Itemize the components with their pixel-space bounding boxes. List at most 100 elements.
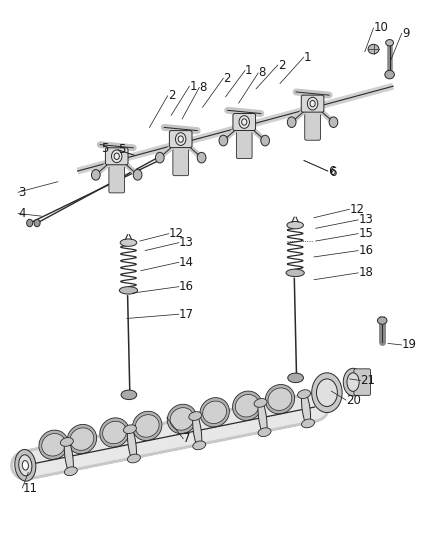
Text: 21: 21	[360, 374, 375, 387]
Ellipse shape	[235, 394, 259, 417]
Ellipse shape	[189, 411, 202, 421]
Ellipse shape	[42, 433, 66, 456]
Ellipse shape	[287, 221, 304, 229]
Circle shape	[34, 219, 40, 227]
Ellipse shape	[39, 430, 68, 459]
FancyBboxPatch shape	[233, 114, 255, 131]
Circle shape	[133, 169, 142, 180]
Text: 1: 1	[304, 51, 311, 63]
Ellipse shape	[167, 404, 197, 434]
Ellipse shape	[347, 373, 359, 391]
Ellipse shape	[127, 426, 137, 462]
FancyBboxPatch shape	[354, 369, 371, 395]
Text: 16: 16	[179, 280, 194, 293]
Ellipse shape	[135, 415, 159, 437]
Ellipse shape	[368, 44, 379, 54]
Circle shape	[92, 169, 100, 180]
Ellipse shape	[124, 425, 136, 433]
FancyBboxPatch shape	[106, 148, 128, 165]
Ellipse shape	[127, 454, 141, 463]
Circle shape	[114, 153, 119, 159]
Circle shape	[112, 150, 122, 163]
Ellipse shape	[100, 418, 129, 447]
Ellipse shape	[170, 408, 194, 430]
Text: 18: 18	[358, 266, 373, 279]
Text: 15: 15	[358, 227, 373, 240]
Ellipse shape	[302, 419, 314, 428]
Text: 13: 13	[179, 236, 194, 249]
Ellipse shape	[119, 287, 138, 294]
Text: 19: 19	[402, 338, 417, 351]
Circle shape	[219, 135, 228, 146]
Text: 20: 20	[346, 393, 361, 407]
Ellipse shape	[286, 269, 304, 277]
Circle shape	[310, 100, 315, 107]
Text: 3: 3	[18, 186, 25, 199]
Circle shape	[329, 117, 338, 127]
Ellipse shape	[70, 428, 94, 450]
Ellipse shape	[132, 411, 162, 441]
Circle shape	[27, 219, 33, 227]
Text: 14: 14	[179, 256, 194, 269]
Circle shape	[176, 133, 186, 146]
Ellipse shape	[121, 390, 137, 400]
Ellipse shape	[22, 461, 28, 470]
Circle shape	[239, 116, 250, 128]
Text: 10: 10	[374, 21, 389, 35]
Text: 8: 8	[199, 81, 207, 94]
Text: 9: 9	[402, 27, 409, 39]
Ellipse shape	[258, 400, 267, 435]
Ellipse shape	[386, 39, 393, 46]
Ellipse shape	[288, 373, 304, 383]
Text: 13: 13	[358, 213, 373, 227]
Circle shape	[287, 117, 296, 127]
Ellipse shape	[193, 413, 202, 448]
Text: 6: 6	[328, 166, 336, 179]
Text: 16: 16	[358, 244, 373, 257]
FancyBboxPatch shape	[305, 106, 321, 140]
Ellipse shape	[317, 379, 337, 407]
Ellipse shape	[301, 391, 311, 426]
FancyBboxPatch shape	[237, 125, 252, 159]
FancyBboxPatch shape	[170, 131, 192, 148]
Text: 4: 4	[18, 207, 25, 220]
Text: 11: 11	[22, 482, 37, 495]
Ellipse shape	[378, 317, 387, 324]
Ellipse shape	[312, 373, 342, 413]
Text: 5: 5	[118, 143, 125, 156]
FancyBboxPatch shape	[301, 95, 324, 112]
Ellipse shape	[200, 398, 230, 427]
Ellipse shape	[15, 449, 36, 481]
Ellipse shape	[343, 368, 363, 396]
Text: 12: 12	[169, 227, 184, 240]
Ellipse shape	[120, 239, 137, 246]
Text: 2: 2	[278, 59, 285, 71]
Ellipse shape	[102, 421, 127, 444]
Text: 6: 6	[328, 165, 336, 177]
Text: 7: 7	[184, 432, 191, 446]
Circle shape	[155, 152, 164, 163]
Circle shape	[242, 119, 247, 125]
Text: 1: 1	[189, 80, 197, 93]
Ellipse shape	[203, 401, 226, 424]
Ellipse shape	[19, 455, 32, 476]
Text: 12: 12	[350, 203, 364, 216]
Circle shape	[178, 136, 184, 142]
Text: 1: 1	[245, 64, 253, 77]
Text: 17: 17	[179, 308, 194, 321]
Circle shape	[307, 97, 318, 110]
Ellipse shape	[258, 428, 271, 437]
Text: 2: 2	[223, 72, 231, 85]
Ellipse shape	[193, 441, 206, 450]
Ellipse shape	[67, 424, 97, 454]
Ellipse shape	[254, 399, 267, 407]
Circle shape	[261, 135, 269, 146]
Ellipse shape	[64, 467, 77, 475]
Text: 2: 2	[168, 89, 175, 102]
Ellipse shape	[233, 391, 262, 421]
Ellipse shape	[265, 384, 295, 414]
Circle shape	[197, 152, 206, 163]
Ellipse shape	[64, 439, 74, 474]
Ellipse shape	[268, 388, 292, 410]
Text: 5: 5	[102, 142, 109, 155]
